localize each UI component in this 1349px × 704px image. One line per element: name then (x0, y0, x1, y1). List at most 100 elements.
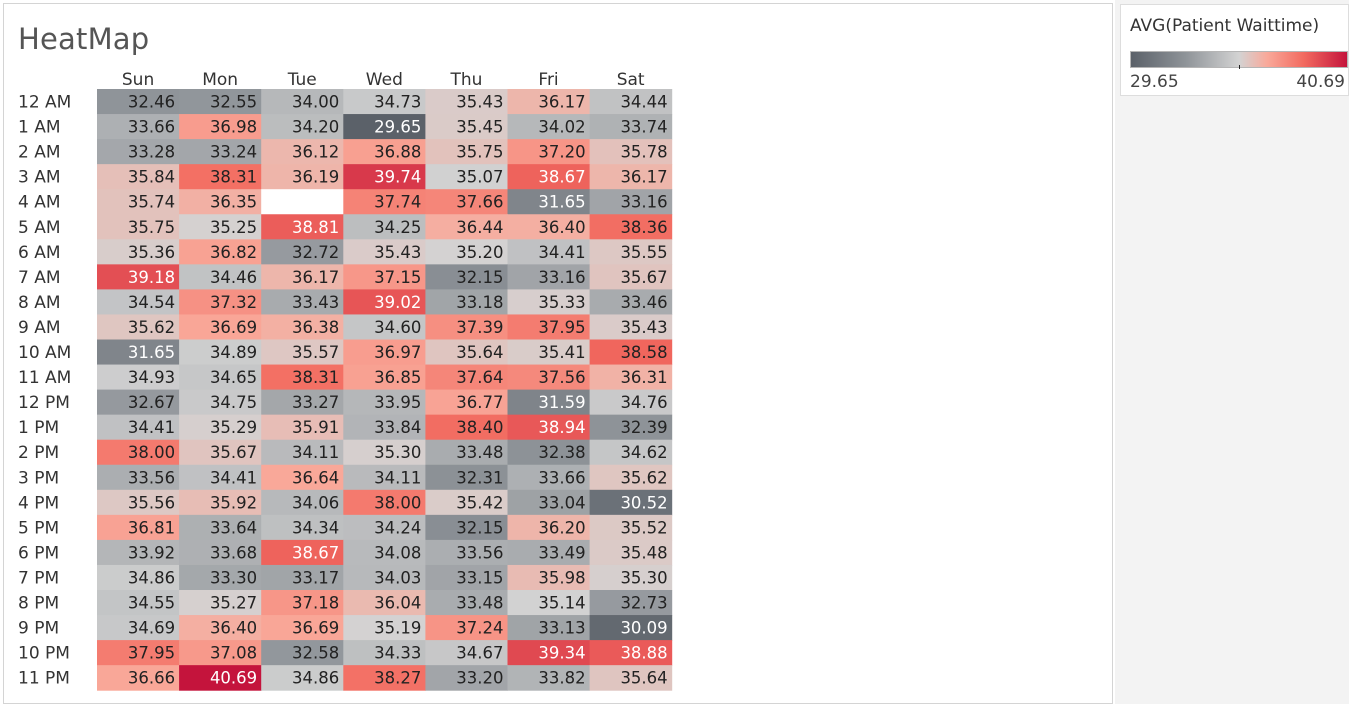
heatmap-cell[interactable] (425, 414, 508, 441)
heatmap-cell[interactable] (507, 665, 591, 691)
heatmap-cell[interactable] (343, 139, 426, 165)
heatmap-cell[interactable] (589, 289, 673, 315)
heatmap-cell[interactable] (97, 339, 180, 366)
heatmap-cell[interactable] (589, 414, 673, 441)
heatmap-cell[interactable] (589, 139, 673, 165)
heatmap-cell[interactable] (343, 89, 426, 115)
heatmap-cell[interactable] (343, 539, 426, 566)
heatmap-cell[interactable] (589, 665, 673, 691)
heatmap-cell[interactable] (589, 489, 673, 516)
heatmap-cell[interactable] (425, 239, 508, 265)
heatmap-cell[interactable] (179, 189, 262, 215)
heatmap-cell[interactable] (179, 564, 262, 591)
heatmap-cell[interactable] (425, 289, 508, 315)
heatmap-cell[interactable] (507, 189, 591, 215)
heatmap-cell[interactable] (589, 214, 673, 240)
color-legend[interactable]: AVG(Patient Waittime) 29.65 40.69 (1120, 4, 1349, 96)
heatmap-cell[interactable] (343, 164, 426, 190)
heatmap-cell[interactable] (425, 439, 508, 466)
heatmap-cell[interactable] (97, 364, 180, 391)
heatmap-cell[interactable] (425, 139, 508, 165)
heatmap-cell[interactable] (425, 665, 508, 691)
heatmap-cell[interactable] (589, 239, 673, 265)
heatmap-cell[interactable] (425, 114, 508, 140)
heatmap-cell[interactable] (589, 164, 673, 190)
heatmap-cell[interactable] (343, 464, 426, 491)
heatmap-cell[interactable] (589, 640, 673, 666)
heatmap-cell[interactable] (179, 665, 262, 691)
heatmap-cell[interactable] (425, 590, 508, 616)
heatmap-cell[interactable] (343, 364, 426, 391)
heatmap-cell[interactable] (97, 314, 180, 340)
heatmap-cell[interactable] (425, 564, 508, 591)
heatmap-cell[interactable] (261, 414, 344, 441)
heatmap-cell[interactable] (179, 214, 262, 240)
heatmap-cell[interactable] (343, 439, 426, 466)
heatmap-cell[interactable] (507, 439, 591, 466)
heatmap-cell[interactable] (179, 389, 262, 416)
heatmap-cell[interactable] (97, 89, 180, 115)
heatmap-cell[interactable] (261, 264, 344, 290)
heatmap-cell[interactable] (179, 339, 262, 366)
heatmap-cell[interactable] (97, 389, 180, 416)
heatmap-cell[interactable] (343, 414, 426, 441)
heatmap-cell[interactable] (343, 489, 426, 516)
heatmap-cell[interactable] (425, 389, 508, 416)
heatmap-cell[interactable] (343, 314, 426, 340)
heatmap-cell[interactable] (507, 264, 591, 290)
heatmap-cell[interactable] (425, 464, 508, 491)
heatmap-cell[interactable] (589, 464, 673, 491)
heatmap-cell[interactable] (507, 590, 591, 616)
heatmap-cell[interactable] (97, 414, 180, 441)
heatmap-cell[interactable] (589, 539, 673, 566)
heatmap-cell[interactable] (97, 214, 180, 240)
heatmap-cell[interactable] (179, 314, 262, 340)
heatmap-cell[interactable] (261, 289, 344, 315)
heatmap-cell[interactable] (179, 514, 262, 541)
heatmap-cell[interactable] (179, 89, 262, 115)
heatmap-cell[interactable] (425, 314, 508, 340)
heatmap-cell[interactable] (97, 439, 180, 466)
heatmap-cell[interactable] (589, 514, 673, 541)
heatmap-cell[interactable] (589, 339, 673, 366)
heatmap-cell[interactable] (179, 139, 262, 165)
heatmap-cell[interactable] (507, 289, 591, 315)
heatmap-cell[interactable] (179, 640, 262, 666)
heatmap-cell[interactable] (97, 189, 180, 215)
heatmap-cell[interactable] (97, 615, 180, 641)
heatmap-cell[interactable] (261, 139, 344, 165)
heatmap-cell[interactable] (97, 640, 180, 666)
heatmap-cell[interactable] (343, 264, 426, 290)
heatmap-cell[interactable] (179, 239, 262, 265)
heatmap-cell[interactable] (425, 364, 508, 391)
heatmap-cell[interactable] (179, 164, 262, 190)
heatmap-cell[interactable] (425, 640, 508, 666)
heatmap-cell[interactable] (343, 189, 426, 215)
heatmap-cell[interactable] (425, 339, 508, 366)
heatmap-cell[interactable] (589, 389, 673, 416)
heatmap-cell[interactable] (507, 164, 591, 190)
heatmap-cell[interactable] (261, 539, 344, 566)
heatmap-cell[interactable] (261, 564, 344, 591)
heatmap-cell[interactable] (343, 214, 426, 240)
heatmap-cell[interactable] (507, 414, 591, 441)
heatmap-cell[interactable] (261, 439, 344, 466)
heatmap-cell[interactable] (507, 640, 591, 666)
heatmap-cell[interactable] (97, 289, 180, 315)
heatmap-cell[interactable] (425, 615, 508, 641)
heatmap-cell[interactable] (97, 489, 180, 516)
heatmap-cell[interactable] (261, 389, 344, 416)
heatmap-cell[interactable] (507, 214, 591, 240)
heatmap-cell[interactable] (343, 590, 426, 616)
heatmap-cell[interactable] (261, 339, 344, 366)
heatmap-cell[interactable] (589, 615, 673, 641)
heatmap-cell[interactable] (261, 464, 344, 491)
heatmap-cell[interactable] (425, 189, 508, 215)
heatmap-cell[interactable] (343, 239, 426, 265)
heatmap-cell[interactable] (179, 489, 262, 516)
heatmap-cell[interactable] (507, 564, 591, 591)
heatmap-cell[interactable] (179, 364, 262, 391)
heatmap-cell[interactable] (261, 214, 344, 240)
heatmap-cell[interactable] (261, 640, 344, 666)
heatmap-cell[interactable] (425, 489, 508, 516)
